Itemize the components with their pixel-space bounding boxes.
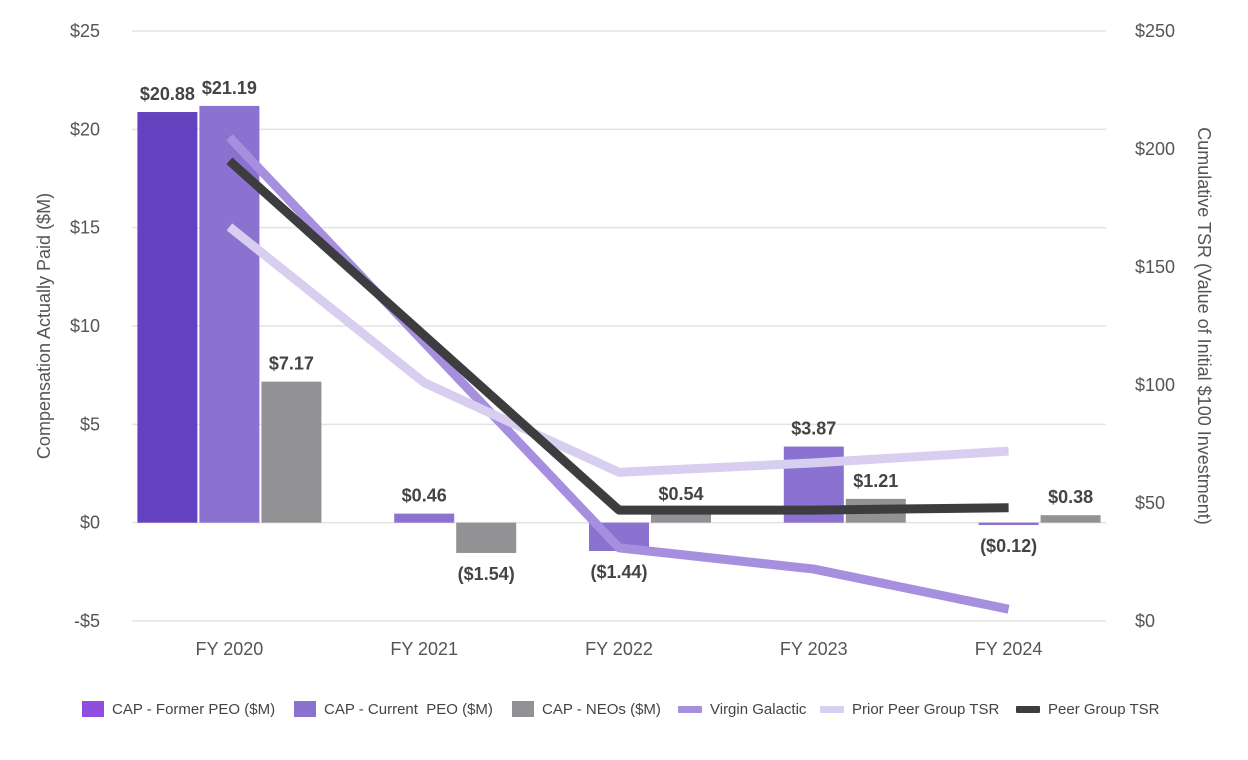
y-left-tick-label: $15 [70,218,100,238]
legend: CAP - Former PEO ($M) CAP - Current PEO (… [0,696,1248,722]
y-axis-right-title: Cumulative TSR (Value of Initial $100 In… [1194,127,1214,525]
y-right-tick-label: $0 [1135,611,1155,631]
y-right-tick-label: $50 [1135,493,1165,513]
y-right-tick-label: $250 [1135,21,1175,41]
data-label: $1.21 [853,471,898,491]
y-axis-left-title: Compensation Actually Paid ($M) [34,193,54,459]
data-label: $0.46 [402,486,447,506]
data-label: $7.17 [269,354,314,374]
legend-label: Virgin Galactic [710,701,806,718]
bar [261,382,321,523]
bars-layer [137,106,1100,553]
data-label: $20.88 [140,84,195,104]
data-label: $21.19 [202,78,257,98]
legend-item: Peer Group TSR [1016,696,1159,722]
data-label: ($0.12) [980,536,1037,556]
x-tick-label: FY 2021 [390,639,458,659]
bar [394,514,454,523]
y-right-tick-label: $200 [1135,139,1175,159]
y-left-tick-label: $10 [70,316,100,336]
x-tick-label: FY 2024 [975,639,1043,659]
y-right-tick-label: $150 [1135,257,1175,277]
data-label: $0.38 [1048,487,1093,507]
data-label: $3.87 [791,419,836,439]
legend-swatch [294,701,316,717]
data-label: ($1.54) [458,564,515,584]
x-tick-label: FY 2020 [196,639,264,659]
bar [456,523,516,553]
y-left-tick-label: $0 [80,513,100,533]
legend-label: CAP - NEOs ($M) [542,701,661,718]
legend-swatch [1016,706,1040,713]
legend-label: CAP - Current PEO ($M) [324,701,493,718]
cap-vs-tsr-chart: $20.88 $21.19 $0.46 ($1.44) $3.87 ($0.12) $7.1… [0,0,1248,690]
legend-swatch [512,701,534,717]
y-left-tick-label: $25 [70,21,100,41]
data-label: ($1.44) [590,562,647,582]
legend-item: Virgin Galactic [678,696,806,722]
y-left-tick-label: -$5 [74,611,100,631]
bar [199,106,259,523]
bar [137,112,197,523]
x-tick-label: FY 2023 [780,639,848,659]
legend-label: Peer Group TSR [1048,701,1159,718]
data-label: $0.54 [658,484,703,504]
legend-swatch [678,706,702,713]
legend-label: Prior Peer Group TSR [852,701,999,718]
legend-item: CAP - Current PEO ($M) [294,696,493,722]
x-tick-label: FY 2022 [585,639,653,659]
legend-item: CAP - Former PEO ($M) [82,696,275,722]
bar [979,523,1039,525]
legend-swatch [82,701,104,717]
legend-swatch [820,706,844,713]
y-right-tick-label: $100 [1135,375,1175,395]
y-left-tick-label: $5 [80,414,100,434]
y-left-tick-label: $20 [70,119,100,139]
bar [1041,515,1101,522]
legend-item: Prior Peer Group TSR [820,696,999,722]
legend-label: CAP - Former PEO ($M) [112,701,275,718]
legend-item: CAP - NEOs ($M) [512,696,661,722]
